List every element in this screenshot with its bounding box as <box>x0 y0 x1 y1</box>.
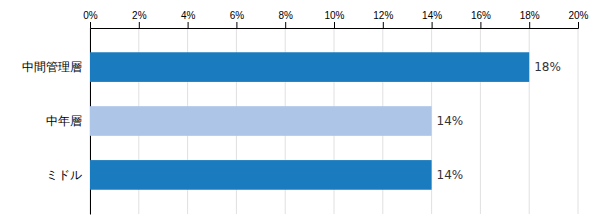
data-label: 14% <box>437 168 464 182</box>
y-tick-label: 中間管理層 <box>22 60 82 74</box>
x-axis: 0% 2% 4% 6% 8% 10% 12% 14% 16% 18% 20% <box>83 10 588 29</box>
x-tick: 4% <box>181 10 196 28</box>
x-tick-label: 18% <box>520 10 540 21</box>
x-tick: 2% <box>132 10 147 28</box>
x-tick-mark <box>432 22 433 28</box>
x-tick-label: 20% <box>568 10 588 21</box>
x-tick-mark <box>90 22 91 28</box>
x-tick-label: 10% <box>324 10 344 21</box>
x-tick-mark <box>334 22 335 28</box>
x-tick-label: 8% <box>278 10 293 21</box>
data-label: 14% <box>437 114 464 128</box>
y-tick: 中年層 <box>46 114 90 128</box>
x-tick: 12% <box>373 10 393 28</box>
x-tick-label: 2% <box>132 10 147 21</box>
x-axis-line <box>91 22 579 29</box>
x-tick-mark <box>236 22 237 28</box>
x-tick: 0% <box>83 10 98 28</box>
plot-area: 0% 2% 4% 6% 8% 10% 12% 14% 16% 18% 20% 中間管理層中年層ミドル 1… <box>22 10 589 215</box>
data-label: 18% <box>534 60 561 74</box>
grid-line <box>578 28 579 214</box>
x-tick-label: 16% <box>471 10 491 21</box>
data-labels: 18% 14% 14% <box>437 60 561 182</box>
grid <box>90 28 578 214</box>
y-tick: 中間管理層 <box>22 60 90 74</box>
x-tick-label: 14% <box>422 10 442 21</box>
bar <box>90 160 432 190</box>
x-tick: 20% <box>568 10 588 28</box>
x-tick: 14% <box>422 10 442 28</box>
x-tick: 6% <box>230 10 245 28</box>
bar <box>90 106 432 136</box>
chart-container: 0% 2% 4% 6% 8% 10% 12% 14% 16% 18% 20% 中間管理層中年層ミドル 1… <box>0 0 608 224</box>
x-tick-mark <box>529 22 530 28</box>
x-tick-label: 4% <box>181 10 196 21</box>
y-tick-label: 中年層 <box>46 114 82 128</box>
x-tick: 16% <box>471 10 491 28</box>
y-tick: ミドル <box>46 168 90 182</box>
x-tick-mark <box>383 22 384 28</box>
x-tick-mark <box>480 22 481 28</box>
bars <box>90 52 529 189</box>
x-tick: 18% <box>520 10 540 28</box>
x-tick-mark <box>188 22 189 28</box>
x-tick-mark <box>285 22 286 28</box>
y-tick-label: ミドル <box>46 168 82 182</box>
bar <box>90 52 529 82</box>
x-tick-label: 6% <box>230 10 245 21</box>
chart-svg: 0% 2% 4% 6% 8% 10% 12% 14% 16% 18% 20% 中間管理層中年層ミドル 1… <box>0 0 608 224</box>
x-tick-mark <box>139 22 140 28</box>
x-tick: 8% <box>278 10 293 28</box>
x-tick-mark <box>578 22 579 28</box>
x-tick-label: 0% <box>83 10 98 21</box>
x-tick-label: 12% <box>373 10 393 21</box>
y-axis: 中間管理層中年層ミドル <box>22 29 91 215</box>
x-tick: 10% <box>324 10 344 28</box>
